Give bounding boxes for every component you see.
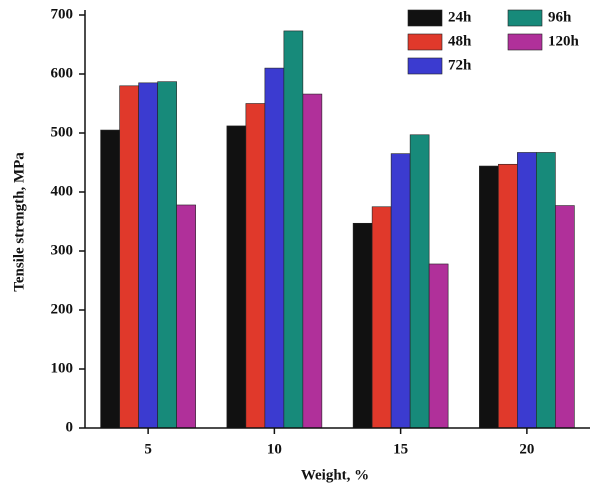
- bar: [245, 103, 266, 429]
- legend-swatch: [407, 57, 443, 75]
- bar: [409, 134, 430, 429]
- x-tick-label: 10: [267, 441, 282, 457]
- legend-label: 72h: [448, 57, 472, 73]
- y-tick-label: 700: [51, 6, 74, 22]
- bar: [157, 81, 177, 429]
- x-tick-label: 5: [144, 441, 152, 457]
- bar: [498, 163, 518, 429]
- legend-swatch: [507, 9, 543, 27]
- y-tick-label: 200: [51, 301, 74, 317]
- legend-label: 24h: [448, 9, 472, 25]
- bar: [264, 67, 285, 429]
- bar: [352, 222, 373, 429]
- x-tick-label: 15: [393, 441, 408, 457]
- y-tick-label: 600: [51, 65, 74, 81]
- legend-swatch: [407, 33, 443, 51]
- y-axis-label: Tensile strength, MPa: [11, 152, 27, 292]
- bar: [536, 152, 556, 429]
- y-tick-label: 400: [51, 183, 74, 199]
- bar: [119, 85, 139, 429]
- y-tick-label: 500: [51, 124, 74, 140]
- legend-label: 96h: [548, 9, 572, 25]
- bar: [479, 165, 499, 429]
- y-tick-label: 100: [51, 360, 74, 376]
- bar: [390, 153, 411, 429]
- bar: [371, 206, 392, 429]
- legend-swatch: [507, 33, 543, 51]
- bar: [176, 204, 196, 429]
- x-axis-label: Weight, %: [301, 467, 369, 483]
- legend-swatch: [407, 9, 443, 27]
- legend-label: 48h: [448, 33, 472, 49]
- bar: [283, 30, 304, 429]
- y-tick-label: 300: [51, 242, 74, 258]
- bar: [226, 125, 247, 429]
- bar: [138, 82, 158, 429]
- bar: [302, 93, 323, 429]
- x-tick-label: 20: [519, 441, 534, 457]
- bar: [428, 263, 449, 429]
- bar: [100, 129, 120, 429]
- y-tick-label: 0: [66, 419, 74, 435]
- legend-label: 120h: [548, 33, 580, 49]
- bar: [517, 152, 537, 429]
- bar: [555, 205, 575, 429]
